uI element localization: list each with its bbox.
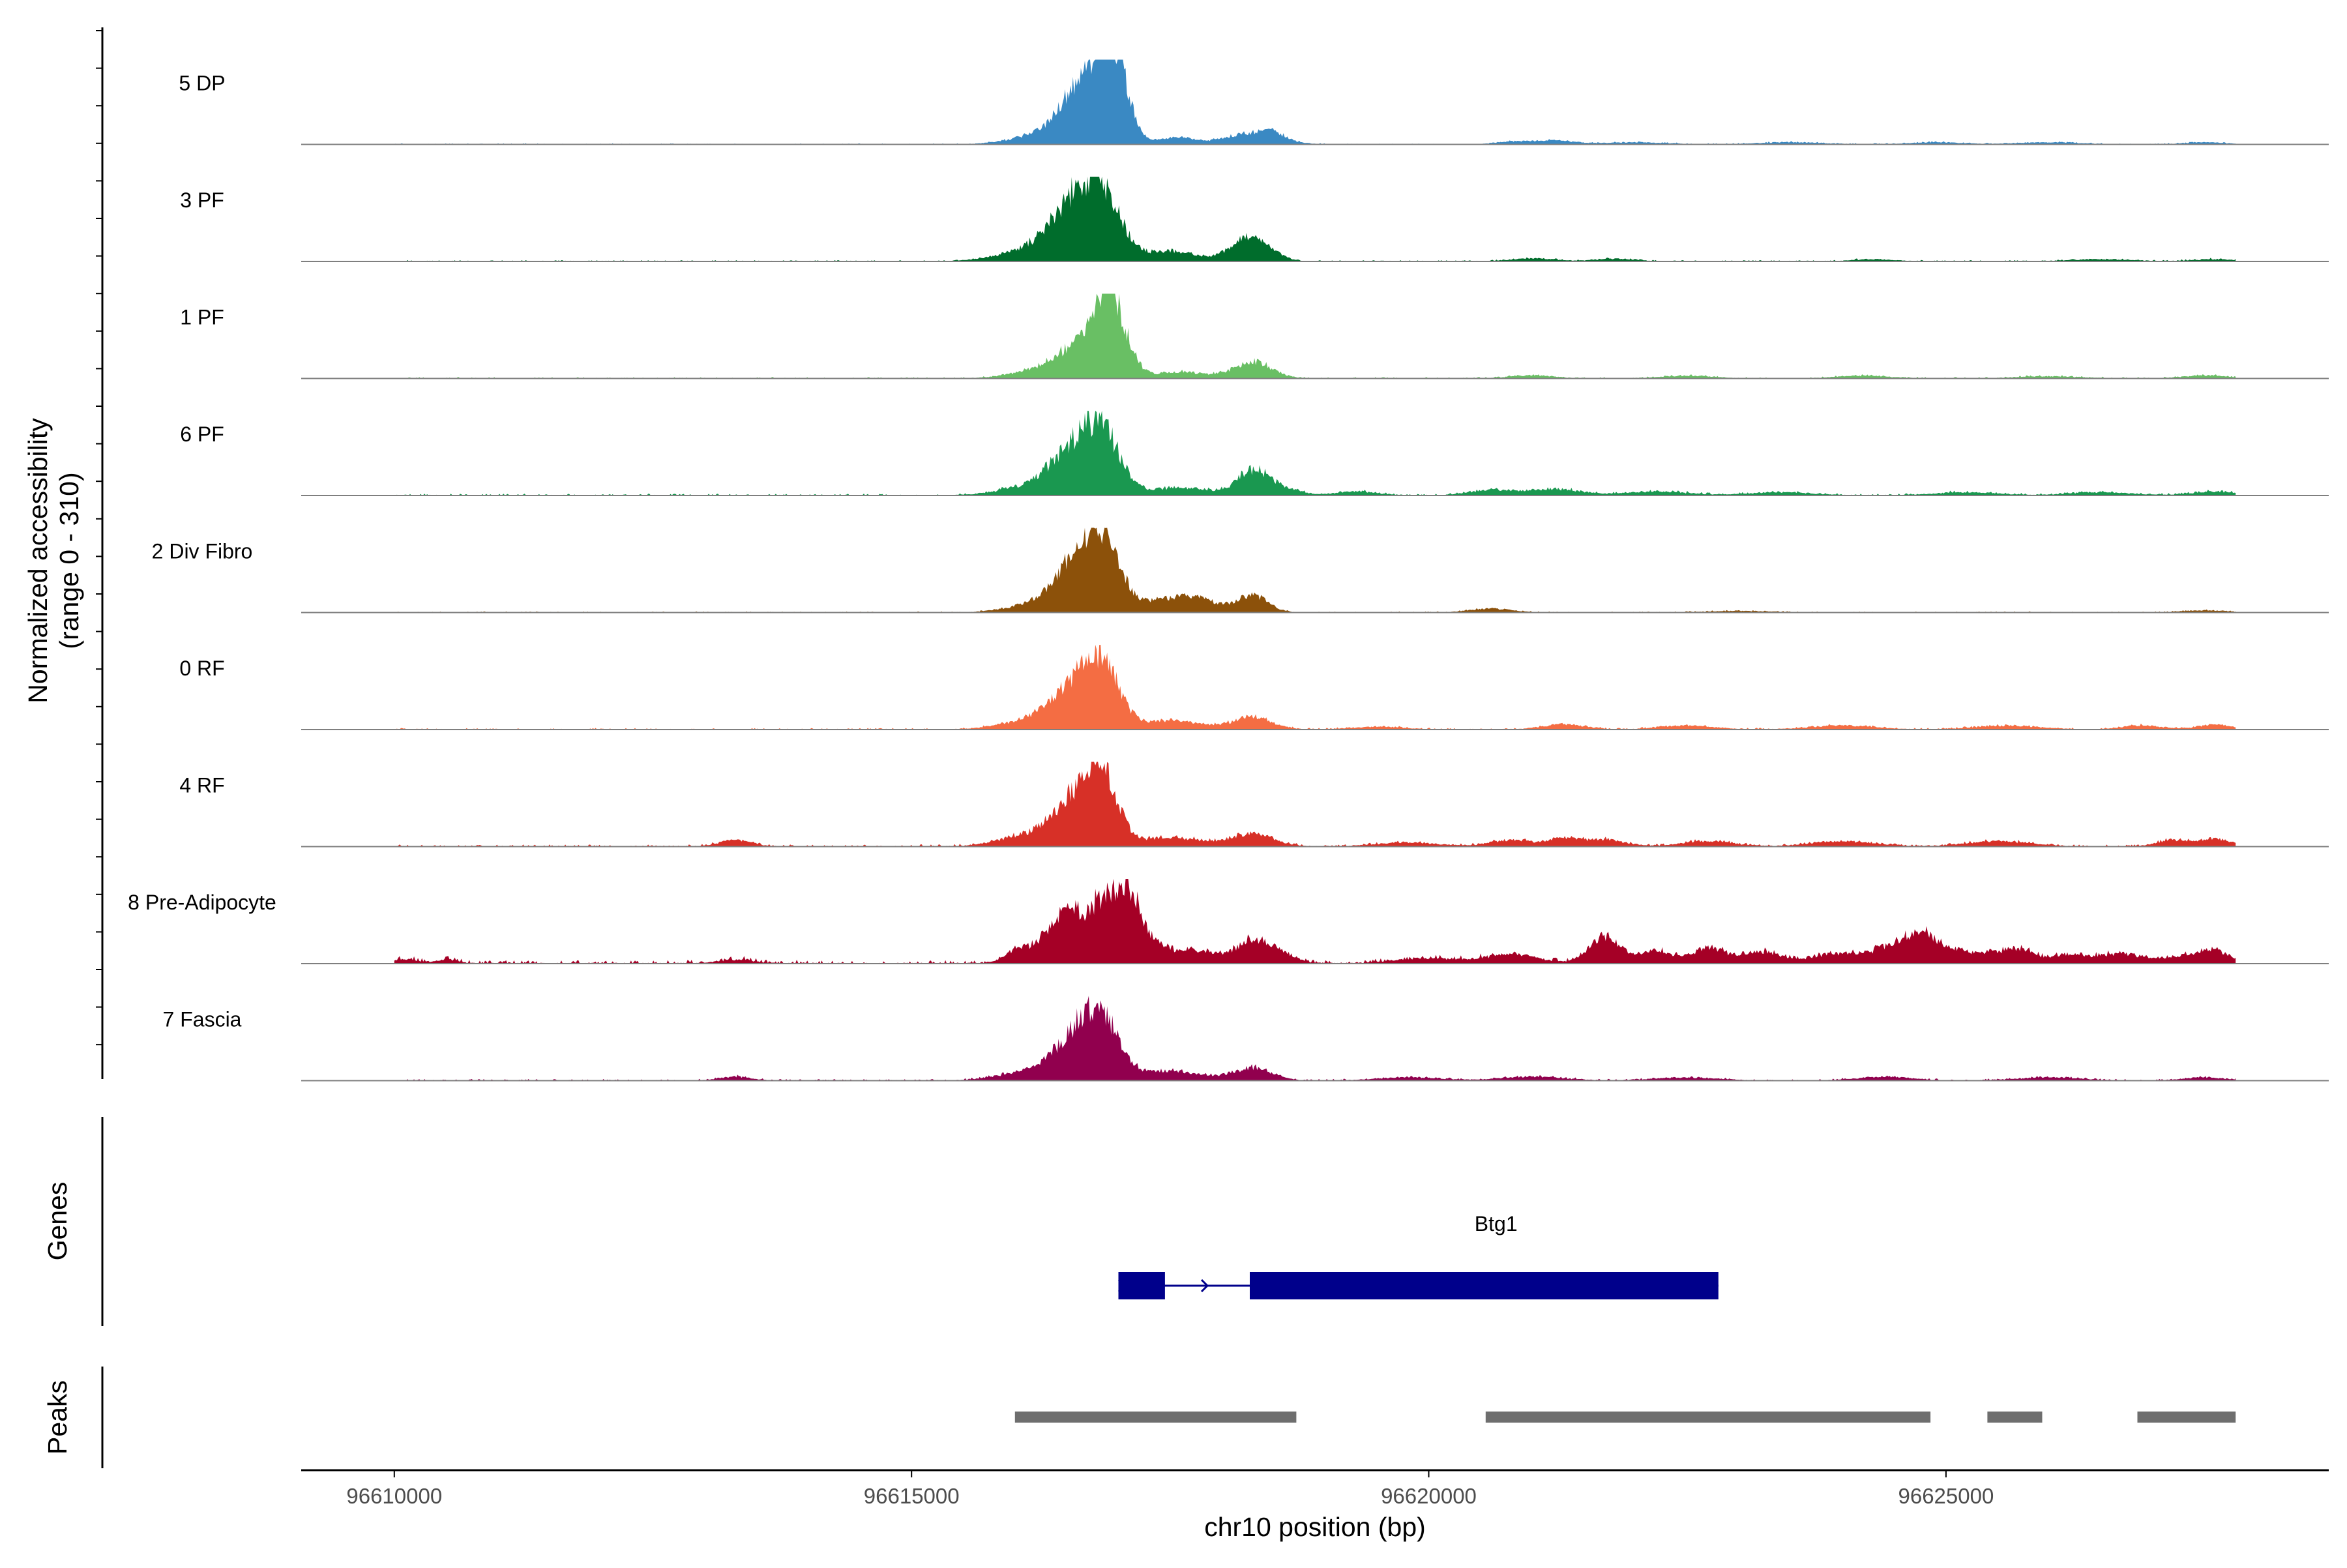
track-8-pre-adipocyte: 8 Pre-Adipocyte	[128, 879, 2329, 964]
peak-region	[1485, 1412, 1931, 1423]
peaks-track-label: Peaks	[42, 1380, 72, 1455]
peak-region	[2137, 1412, 2236, 1423]
gene-track: Btg1	[1117, 1212, 1719, 1299]
track-3-pf: 3 PF	[180, 177, 2329, 262]
track-7-fascia: 7 Fascia	[163, 996, 2329, 1082]
y-axis-ticks	[96, 30, 102, 1046]
track-label: 3 PF	[180, 188, 224, 212]
coverage-area	[394, 996, 2236, 1081]
track-label: 7 Fascia	[163, 1008, 242, 1031]
track-label: 8 Pre-Adipocyte	[128, 891, 276, 914]
x-tick-label: 96620000	[1381, 1484, 1477, 1508]
coverage-tracks: 5 DP 3 PF 1 PF 6 PF 2 Div Fibro 0 RF 4 RF 8 Pre…	[128, 59, 2329, 1082]
x-tick-label: 96625000	[1898, 1484, 1994, 1508]
track-label: 6 PF	[180, 422, 224, 446]
coverage-area	[394, 411, 2236, 496]
track-2-div-fibro: 2 Div Fibro	[152, 527, 2329, 614]
peak-region	[1014, 1412, 1297, 1423]
strand-arrow	[1117, 1279, 1127, 1293]
track-label: 1 PF	[180, 306, 224, 329]
peak-region	[1987, 1412, 2043, 1423]
coverage-area	[394, 527, 2236, 613]
track-6-pf: 6 PF	[180, 411, 2329, 496]
track-label: 5 DP	[179, 72, 225, 95]
track-label: 4 RF	[179, 774, 224, 797]
y-axis-label-line1: Normalized accessibility	[23, 418, 53, 703]
peaks-track	[1014, 1412, 2236, 1423]
coverage-area	[394, 293, 2236, 379]
track-label: 0 RF	[179, 657, 224, 680]
x-axis-label: chr10 position (bp)	[1204, 1512, 1426, 1542]
x-axis-ticks: 96610000 96615000 96620000 96625000	[346, 1470, 1994, 1508]
track-label: 2 Div Fibro	[152, 540, 253, 563]
x-tick-label: 96610000	[346, 1484, 442, 1508]
track-1-pf: 1 PF	[180, 293, 2329, 379]
track-5-dp: 5 DP	[179, 59, 2329, 145]
gene-exon	[1118, 1272, 1165, 1299]
coverage-area	[394, 762, 2236, 847]
y-axis-label-line2: (range 0 - 310)	[54, 472, 84, 649]
gene-name: Btg1	[1475, 1212, 1518, 1235]
coverage-area	[394, 177, 2236, 261]
strand-arrow	[1200, 1279, 1209, 1293]
gene-exon	[1250, 1272, 1719, 1299]
genes-track-label: Genes	[42, 1182, 72, 1261]
coverage-area	[394, 879, 2236, 964]
track-4-rf: 4 RF	[179, 762, 2329, 848]
coverage-area	[394, 645, 2236, 730]
x-tick-label: 96615000	[864, 1484, 960, 1508]
track-0-rf: 0 RF	[179, 645, 2329, 730]
coverage-area	[394, 59, 2236, 145]
